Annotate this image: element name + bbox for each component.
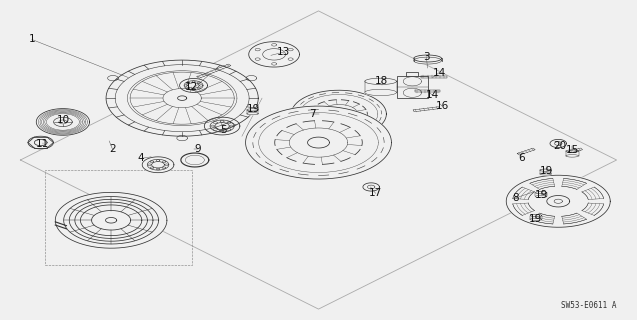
Polygon shape (540, 169, 551, 171)
Polygon shape (178, 96, 187, 100)
Text: 5: 5 (220, 125, 227, 135)
Text: 2: 2 (109, 144, 116, 154)
Polygon shape (566, 155, 578, 157)
Polygon shape (92, 211, 131, 230)
Polygon shape (230, 125, 234, 127)
Polygon shape (262, 49, 285, 60)
Bar (397, 76, 427, 99)
Text: 17: 17 (369, 188, 382, 198)
Polygon shape (246, 76, 257, 81)
Polygon shape (213, 128, 217, 131)
Text: SW53-E0611 A: SW53-E0611 A (561, 301, 617, 310)
Polygon shape (291, 90, 387, 138)
Polygon shape (220, 130, 224, 132)
Polygon shape (187, 87, 190, 89)
Polygon shape (106, 60, 258, 136)
Polygon shape (150, 167, 154, 169)
Polygon shape (227, 122, 231, 124)
Text: 19: 19 (540, 166, 554, 176)
Text: 19: 19 (535, 190, 548, 200)
Polygon shape (177, 135, 187, 141)
Polygon shape (192, 81, 195, 83)
Polygon shape (156, 168, 160, 170)
Polygon shape (413, 55, 441, 62)
Polygon shape (162, 167, 166, 169)
Polygon shape (55, 192, 167, 248)
Polygon shape (413, 57, 441, 64)
Text: 15: 15 (566, 146, 579, 156)
Polygon shape (150, 161, 154, 163)
Polygon shape (365, 78, 396, 84)
Text: 3: 3 (423, 52, 429, 62)
Text: 12: 12 (185, 82, 198, 92)
Polygon shape (220, 120, 224, 122)
Text: 7: 7 (309, 109, 315, 119)
Polygon shape (187, 82, 190, 84)
Polygon shape (506, 175, 610, 227)
Polygon shape (215, 123, 229, 130)
Polygon shape (550, 140, 566, 148)
Polygon shape (54, 117, 72, 127)
Text: 14: 14 (426, 90, 440, 100)
Text: 11: 11 (36, 139, 49, 149)
Polygon shape (211, 125, 215, 127)
Polygon shape (247, 109, 258, 111)
Polygon shape (248, 42, 299, 67)
Polygon shape (108, 76, 118, 81)
Polygon shape (540, 173, 551, 175)
Polygon shape (247, 113, 258, 115)
Text: 18: 18 (375, 76, 389, 86)
Polygon shape (536, 192, 547, 194)
Polygon shape (204, 117, 240, 135)
Polygon shape (36, 108, 90, 135)
Text: 8: 8 (512, 193, 519, 203)
Text: 20: 20 (553, 141, 566, 151)
Text: 14: 14 (433, 68, 446, 78)
Polygon shape (185, 85, 187, 86)
Polygon shape (180, 78, 208, 92)
Text: 1: 1 (29, 35, 35, 44)
Polygon shape (566, 150, 578, 152)
Text: 9: 9 (195, 144, 201, 154)
Text: 16: 16 (436, 101, 449, 111)
Polygon shape (152, 162, 164, 168)
Polygon shape (106, 218, 117, 223)
Polygon shape (363, 183, 380, 191)
Polygon shape (547, 196, 569, 207)
Polygon shape (34, 140, 47, 146)
Polygon shape (246, 106, 391, 179)
Text: 4: 4 (138, 153, 144, 164)
Polygon shape (365, 89, 396, 96)
Polygon shape (148, 164, 151, 166)
Polygon shape (197, 82, 201, 84)
Polygon shape (332, 110, 346, 117)
Polygon shape (142, 157, 174, 173)
Polygon shape (531, 214, 541, 217)
Polygon shape (188, 83, 199, 88)
Bar (406, 72, 419, 76)
Text: 10: 10 (57, 115, 70, 125)
Text: 19: 19 (529, 214, 542, 224)
Polygon shape (28, 136, 54, 149)
Polygon shape (531, 218, 541, 220)
Polygon shape (308, 137, 329, 148)
Polygon shape (156, 160, 160, 161)
Polygon shape (197, 87, 201, 89)
Polygon shape (192, 88, 195, 90)
Polygon shape (165, 164, 168, 166)
Polygon shape (199, 85, 203, 86)
Text: 19: 19 (247, 104, 261, 114)
Polygon shape (227, 128, 231, 131)
Polygon shape (162, 161, 166, 163)
Polygon shape (536, 195, 547, 198)
Polygon shape (213, 122, 217, 124)
Text: 13: 13 (277, 47, 290, 57)
Text: 6: 6 (518, 153, 525, 164)
